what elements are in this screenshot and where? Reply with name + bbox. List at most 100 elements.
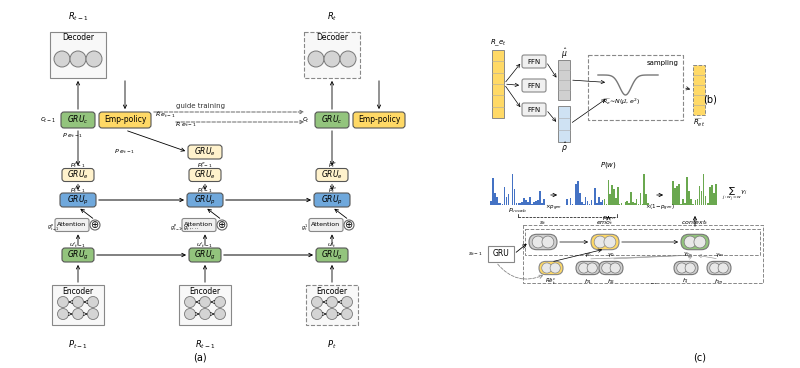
Circle shape [54, 51, 70, 67]
Text: $P\ e_{t-1}$: $P\ e_{t-1}$ [62, 131, 83, 141]
Text: $\times(1\!-\!p_{gen})$: $\times(1\!-\!p_{gen})$ [645, 203, 675, 213]
Text: $p^o_{t-1}$: $p^o_{t-1}$ [198, 185, 213, 195]
Text: $p^o_t$: $p^o_t$ [328, 185, 336, 195]
Text: Encoder: Encoder [317, 287, 347, 296]
Bar [572, 204, 574, 205]
Circle shape [185, 308, 195, 319]
Text: Decoder: Decoder [316, 33, 348, 42]
Text: $c_{t-1}$: $c_{t-1}$ [39, 116, 56, 125]
Bar [306, 285, 358, 325]
Circle shape [610, 263, 620, 273]
Text: $P(w)$: $P(w)$ [600, 160, 617, 170]
Bar [688, 191, 690, 205]
Bar [706, 203, 709, 205]
Bar [604, 199, 606, 205]
Circle shape [685, 263, 695, 273]
Text: $u'_{t-1}$: $u'_{t-1}$ [70, 240, 86, 250]
Bar [602, 200, 603, 205]
Bar [647, 204, 649, 205]
Bar [522, 202, 523, 205]
Bar [179, 285, 231, 325]
Text: $P_{t-1}$: $P_{t-1}$ [68, 339, 88, 351]
Text: $GRU_g$: $GRU_g$ [321, 248, 343, 262]
Bar [614, 189, 615, 205]
Bar [558, 60, 570, 100]
Circle shape [344, 220, 354, 230]
Bar [698, 187, 700, 205]
Circle shape [214, 308, 226, 319]
FancyBboxPatch shape [707, 261, 731, 275]
Text: Attention: Attention [185, 223, 214, 227]
Circle shape [684, 236, 696, 248]
Text: $R_t$: $R_t$ [327, 11, 337, 23]
Bar [526, 200, 527, 205]
Text: GRU: GRU [493, 250, 510, 258]
Text: Emp-policy: Emp-policy [358, 116, 400, 124]
FancyBboxPatch shape [189, 248, 221, 262]
Bar [709, 187, 710, 205]
Text: $\widehat{R_e}\!\sim\!N(\hat{\mu}, e^2)$: $\widehat{R_e}\!\sim\!N(\hat{\mu}, e^2)$ [602, 97, 639, 107]
Text: $c_t$: $c_t$ [302, 116, 310, 125]
Bar [636, 199, 638, 205]
FancyBboxPatch shape [591, 234, 619, 250]
Text: (a): (a) [193, 353, 207, 363]
Bar [512, 174, 514, 205]
Circle shape [677, 263, 687, 273]
Text: $h_2$: $h_2$ [607, 277, 615, 286]
FancyBboxPatch shape [522, 79, 546, 92]
Text: FFN: FFN [527, 82, 541, 88]
Bar [492, 178, 494, 205]
Circle shape [73, 297, 83, 308]
Bar [579, 193, 581, 205]
FancyBboxPatch shape [539, 261, 563, 275]
Text: Attention: Attention [311, 223, 341, 227]
Bar [492, 50, 504, 118]
FancyBboxPatch shape [188, 145, 222, 159]
Bar [590, 200, 592, 205]
FancyBboxPatch shape [99, 112, 151, 128]
Bar [500, 204, 502, 205]
Bar [581, 202, 582, 205]
Text: FFN: FFN [527, 106, 541, 113]
Bar [514, 189, 515, 205]
FancyBboxPatch shape [353, 112, 405, 128]
Bar [713, 193, 714, 205]
Text: $GRU_e$: $GRU_e$ [321, 169, 343, 181]
Bar [543, 199, 545, 205]
Bar [674, 188, 676, 205]
Bar [534, 202, 535, 205]
Bar [589, 204, 590, 205]
Bar [686, 177, 688, 205]
Text: $R_{t-1}$: $R_{t-1}$ [68, 11, 88, 23]
Text: $GRU_e$: $GRU_e$ [194, 169, 216, 181]
Text: $R_{t-1}$: $R_{t-1}$ [194, 339, 215, 351]
Text: guide training: guide training [175, 103, 225, 109]
Text: $\gamma_j$: $\gamma_j$ [683, 250, 689, 259]
Bar [701, 191, 702, 205]
Text: $GRU_c$: $GRU_c$ [321, 114, 343, 126]
Bar [523, 198, 525, 205]
Bar [626, 202, 628, 205]
Circle shape [58, 297, 69, 308]
Bar [588, 55, 683, 120]
Circle shape [87, 308, 98, 319]
Bar [508, 194, 510, 205]
Bar [693, 204, 694, 205]
Circle shape [311, 308, 322, 319]
Text: $emo_t$: $emo_t$ [596, 219, 614, 227]
Bar [539, 191, 541, 205]
Text: $p_{gen}$: $p_{gen}$ [602, 215, 615, 224]
Text: $\hat{\rho}$: $\hat{\rho}$ [561, 141, 567, 155]
Bar [494, 193, 495, 205]
Text: $u'_t$: $u'_t$ [327, 240, 337, 250]
Circle shape [308, 51, 324, 67]
Bar [50, 32, 106, 78]
Bar [606, 204, 607, 205]
Bar [646, 194, 647, 205]
FancyBboxPatch shape [60, 193, 96, 207]
FancyBboxPatch shape [62, 248, 94, 262]
Bar [607, 180, 609, 205]
Bar [711, 185, 713, 205]
Bar [558, 106, 570, 142]
Text: $\hat{\mu}$: $\hat{\mu}$ [561, 47, 567, 61]
